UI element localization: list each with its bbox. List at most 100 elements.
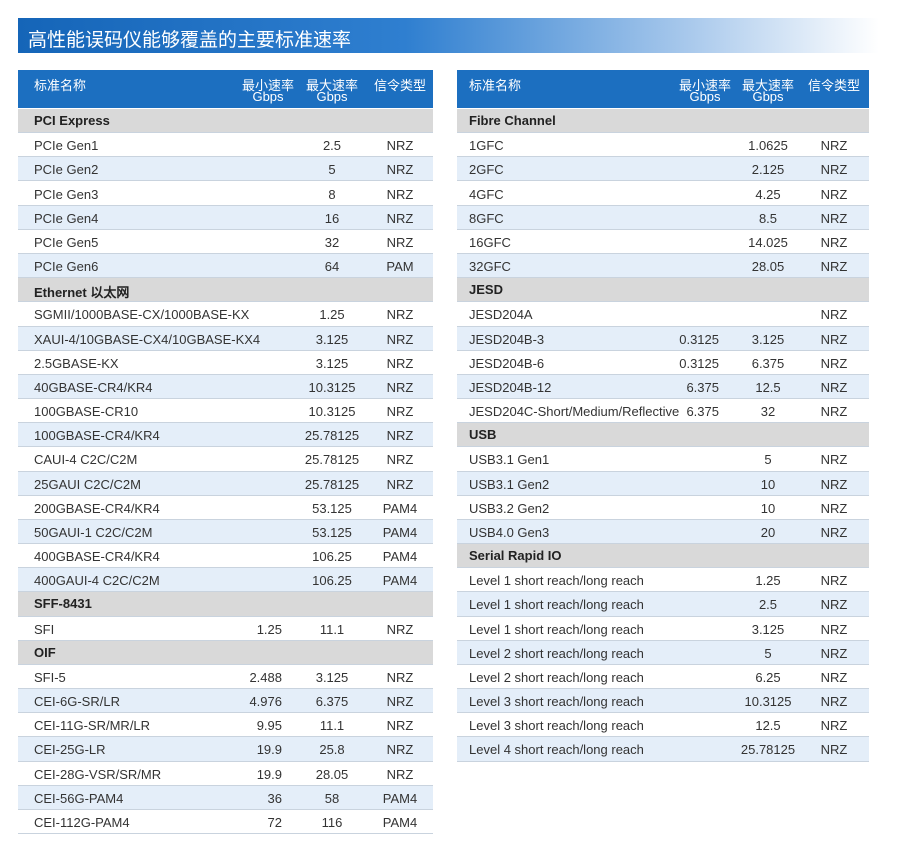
- data-row: JESD204B-3 0.3125 3.125 NRZ: [457, 326, 869, 351]
- signal-type: NRZ: [386, 210, 414, 226]
- max-rate: 6.375: [751, 355, 785, 371]
- max-rate: 4.25: [755, 186, 781, 202]
- standard-name: CEI-25G-LR: [34, 742, 106, 758]
- standard-name: PCIe Gen3: [34, 186, 99, 202]
- standard-name: Level 1 short reach/long reach: [469, 597, 644, 613]
- max-rate: 106.25: [312, 573, 352, 589]
- section-row: PCI Express: [18, 109, 433, 134]
- signal-type: NRZ: [386, 404, 414, 420]
- max-rate: 28.05: [315, 766, 349, 782]
- max-rate: 5: [764, 452, 772, 468]
- standard-name: 4GFC: [469, 186, 504, 202]
- table-header: 标准名称 最小速率 Gbps 最大速率 Gbps 信令类型: [457, 70, 869, 108]
- standard-name: 50GAUI-1 C2C/C2M: [34, 524, 153, 540]
- data-row: Level 4 short reach/long reach 25.78125 NR…: [457, 737, 869, 762]
- standard-name: 40GBASE-CR4/KR4: [34, 379, 153, 395]
- data-row: 1GFC 1.0625 NRZ: [457, 133, 869, 158]
- section-title: SFF-8431: [34, 596, 92, 612]
- standard-name: 200GBASE-CR4/KR4: [34, 500, 160, 516]
- max-rate: 2.125: [751, 162, 785, 178]
- signal-type: NRZ: [820, 476, 848, 492]
- min-rate: 36: [267, 790, 282, 806]
- min-rate: 0.3125: [679, 331, 719, 347]
- standard-name: Level 1 short reach/long reach: [469, 573, 644, 589]
- data-row: CEI-56G-PAM4 36 58 PAM4: [18, 785, 433, 810]
- max-rate: 1.25: [319, 307, 345, 323]
- section-row: Fibre Channel: [457, 109, 869, 134]
- standard-name: Level 3 short reach/long reach: [469, 718, 644, 734]
- section-title: Ethernet 以太网: [34, 285, 130, 301]
- min-rate: 6.375: [686, 379, 719, 395]
- signal-type: NRZ: [386, 476, 414, 492]
- max-rate: 3.125: [751, 331, 785, 347]
- max-rate: 53.125: [312, 500, 352, 516]
- signal-type: NRZ: [820, 404, 848, 420]
- max-rate: 14.025: [748, 234, 788, 250]
- section-row: JESD: [457, 278, 869, 303]
- min-rate: 19.9: [256, 766, 282, 782]
- signal-type: NRZ: [820, 694, 848, 710]
- standard-name: 1GFC: [469, 138, 504, 154]
- data-row: CEI-112G-PAM4 72 116 PAM4: [18, 810, 433, 835]
- standard-name: JESD204A: [469, 307, 533, 323]
- data-row: Level 1 short reach/long reach 2.5 NRZ: [457, 592, 869, 617]
- signal-type: PAM4: [382, 500, 418, 516]
- max-rate: 1.25: [755, 573, 781, 589]
- min-rate: 2.488: [249, 669, 282, 685]
- signal-type: NRZ: [386, 234, 414, 250]
- data-row: PCIe Gen6 64 PAM: [18, 254, 433, 279]
- data-row: 32GFC 28.05 NRZ: [457, 254, 869, 279]
- signal-type: NRZ: [820, 259, 848, 275]
- min-rate: 9.95: [256, 718, 282, 734]
- min-rate: 1.25: [256, 621, 282, 637]
- section-title: PCI Express: [34, 113, 110, 128]
- signal-type: PAM4: [382, 573, 418, 589]
- max-rate: 10: [760, 500, 776, 516]
- signal-type: PAM4: [382, 790, 418, 806]
- standard-name: XAUI-4/10GBASE-CX4/10GBASE-KX4: [34, 331, 261, 347]
- standard-name: CEI-11G-SR/MR/LR: [34, 718, 151, 734]
- signal-type: NRZ: [386, 742, 414, 758]
- page-title: 高性能误码仪能够覆盖的主要标准速率: [28, 30, 352, 51]
- data-row: PCIe Gen1 2.5 NRZ: [18, 133, 433, 158]
- section-row: Ethernet 以太网: [18, 278, 433, 303]
- data-row: USB3.1 Gen1 5 NRZ: [457, 447, 869, 472]
- max-rate: 5: [328, 162, 336, 178]
- max-rate: 25.8: [319, 742, 345, 758]
- data-row: PCIe Gen2 5 NRZ: [18, 157, 433, 182]
- signal-type: NRZ: [386, 766, 414, 782]
- signal-type: NRZ: [820, 669, 848, 685]
- max-rate: 12.5: [755, 718, 781, 734]
- max-rate: 64: [324, 259, 340, 275]
- section-title: OIF: [34, 644, 56, 660]
- data-row: 2GFC 2.125 NRZ: [457, 157, 869, 182]
- data-row: Level 3 short reach/long reach 10.3125 NRZ: [457, 689, 869, 714]
- max-rate: 10.3125: [308, 404, 356, 420]
- signal-type: NRZ: [386, 162, 414, 178]
- standard-name: Level 2 short reach/long reach: [469, 645, 644, 661]
- signal-type: NRZ: [386, 355, 414, 371]
- signal-type: NRZ: [820, 234, 848, 250]
- max-rate: 3.125: [315, 669, 349, 685]
- standard-name: 400GBASE-CR4/KR4: [34, 549, 160, 565]
- min-rate: 72: [267, 814, 282, 830]
- signal-type: NRZ: [386, 669, 414, 685]
- max-rate: 11.1: [319, 718, 345, 734]
- standard-name: 100GBASE-CR10: [34, 404, 139, 420]
- signal-type: NRZ: [386, 307, 414, 323]
- signal-type: NRZ: [386, 379, 414, 395]
- table-header: 标准名称 最小速率 Gbps 最大速率 Gbps 信令类型: [18, 70, 433, 108]
- max-rate: 32: [760, 404, 776, 420]
- max-rate: 3.125: [751, 621, 785, 637]
- data-row: SFI 1.25 11.1 NRZ: [18, 617, 433, 641]
- standard-name: 100GBASE-CR4/KR4: [34, 428, 160, 444]
- signal-type: PAM4: [382, 549, 418, 565]
- data-row: PCIe Gen3 8 NRZ: [18, 182, 433, 206]
- standard-name: PCIe Gen2: [34, 162, 99, 178]
- signal-type: NRZ: [386, 621, 414, 637]
- standard-name: Level 4 short reach/long reach: [469, 742, 644, 758]
- signal-type: NRZ: [820, 331, 848, 347]
- standard-name: Level 3 short reach/long reach: [469, 694, 644, 710]
- section-row: OIF: [18, 640, 433, 665]
